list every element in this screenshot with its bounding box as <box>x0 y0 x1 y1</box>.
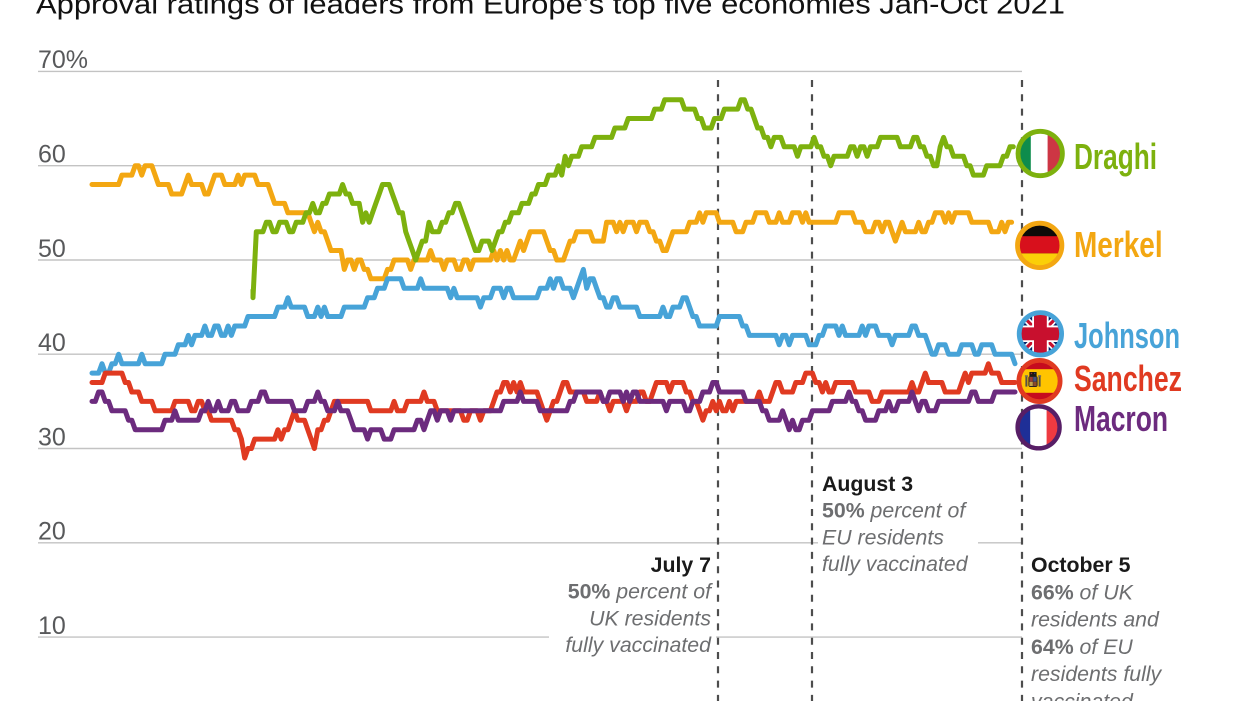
svg-text:60: 60 <box>38 141 66 169</box>
svg-text:Approval ratings of leaders fr: Approval ratings of leaders from Europe'… <box>36 0 1065 20</box>
svg-text:30: 30 <box>38 423 66 451</box>
svg-text:20: 20 <box>38 518 66 546</box>
svg-text:50: 50 <box>38 235 66 263</box>
svg-text:Macron: Macron <box>1074 398 1168 439</box>
svg-text:Sanchez: Sanchez <box>1074 358 1182 399</box>
svg-text:10: 10 <box>38 612 66 640</box>
svg-text:Draghi: Draghi <box>1074 136 1157 177</box>
svg-text:70%: 70% <box>38 46 88 74</box>
svg-text:Merkel: Merkel <box>1074 224 1163 265</box>
svg-text:Johnson: Johnson <box>1074 315 1180 356</box>
svg-text:40: 40 <box>38 329 66 357</box>
